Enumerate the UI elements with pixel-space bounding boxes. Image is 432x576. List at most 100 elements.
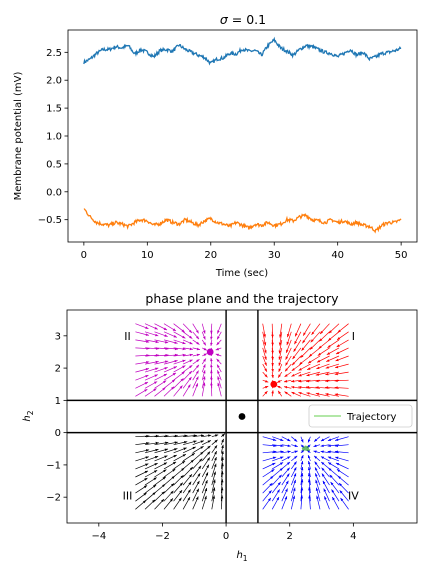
quadrant-IV-arrow-head: [294, 444, 298, 447]
quadrant-II-arrow-head: [196, 347, 200, 351]
trajectory-path: [301, 445, 311, 452]
quadrant-II-arrow-head: [189, 359, 193, 363]
quadrant-III-arrow-head: [205, 480, 208, 484]
quadrant-III-arrow-head: [155, 448, 159, 452]
quadrant-II-arrow-head: [174, 360, 178, 363]
quadrant-III-arrow-head: [214, 439, 218, 443]
quadrant-I-arrow-head: [286, 341, 290, 346]
quadrant-IV-arrow-head: [280, 450, 284, 454]
quadrant-II-arrow-head: [195, 383, 198, 387]
quadrant-IV-arrow-head: [280, 444, 284, 447]
quadrant-I-arrow-head: [309, 346, 313, 350]
quadrant-I-arrow-head: [278, 356, 282, 360]
quadrant-IV-arrow-head: [294, 455, 298, 459]
quadrant-III-arrow-head: [213, 463, 217, 467]
quadrant-III-arrow-head: [182, 454, 186, 457]
quadrant-III-arrow-head: [145, 449, 150, 452]
quadrant-I-arrow-head: [335, 358, 339, 362]
quadrant-III-arrow-head: [154, 470, 158, 473]
quadrant-II-arrow-head: [189, 341, 193, 345]
quadrant-IV-arrow-head: [287, 456, 291, 459]
quadrant-label: II: [124, 330, 131, 343]
quadrant-I-arrow-head: [278, 342, 282, 346]
top-plot-y-ticks: −0.5 0.0 0.5 1.0 1.5 2.0 2.5: [38, 48, 68, 226]
quadrant-IV-arrow-head: [320, 450, 324, 454]
quadrant-I-arrow-head: [271, 334, 274, 338]
quadrant-III-arrow-head: [212, 487, 216, 491]
quadrant-IV-arrow-head: [315, 487, 319, 491]
legend: Trajectory: [308, 404, 413, 428]
quadrant-II-arrow-head: [196, 353, 200, 357]
quadrant-I-arrow-head: [285, 356, 289, 360]
quadrant-I-arrow-head: [271, 363, 274, 366]
quadrant-IV-arrow-head: [313, 444, 317, 447]
quadrant-II-arrow-head: [163, 327, 167, 330]
top-plot-x-label: Time (sec): [215, 268, 268, 279]
quadrant-II-arrow-head: [155, 340, 159, 344]
quadrant-IV-arrow-head: [286, 467, 290, 471]
quadrant-IV-arrow-head: [335, 456, 339, 460]
quadrant-IV-arrow-head: [315, 479, 318, 484]
quadrant-IV-arrow-head: [268, 497, 271, 502]
quadrant-I-arrow-head: [287, 333, 290, 338]
y-tick-label: 1.5: [46, 104, 62, 115]
quadrant-I-arrow-head: [298, 368, 302, 371]
quadrant-II-arrow-head: [182, 341, 186, 345]
quadrant-III-arrow-head: [145, 456, 149, 459]
quadrant-II-arrow-head: [162, 387, 166, 391]
quadrant-II-arrow-head: [163, 380, 167, 384]
y-tick-label: 0.5: [46, 159, 62, 170]
quadrant-II-arrow-head: [216, 358, 220, 362]
quadrant-IV-arrow-head: [314, 438, 318, 442]
quadrant-I-arrow-head: [316, 366, 320, 369]
quadrant-IV-arrow-head: [287, 444, 291, 447]
quadrant-II-arrow-head: [164, 334, 168, 337]
quadrant-III-arrow-head: [214, 457, 217, 461]
quadrant-II-arrow-head: [196, 341, 200, 345]
quadrant-II-arrow-head: [217, 330, 220, 334]
quadrant-I-arrow-head: [277, 385, 281, 389]
quadrant-I-arrow-head: [298, 373, 302, 377]
quadrant-III-arrow-head: [155, 441, 159, 445]
quadrant-IV-arrow-head: [277, 482, 281, 486]
quadrant-III-arrow-head: [196, 480, 200, 485]
quadrant-III-arrow-head: [170, 490, 174, 494]
quadrant-I-arrow-head: [334, 372, 338, 376]
quadrant-label: I: [352, 330, 355, 343]
separatrix-lines: [67, 310, 417, 523]
quadrant-I-arrow-head: [334, 393, 338, 396]
quadrant-II-arrow-head: [146, 340, 150, 343]
quadrant-II-arrow-head: [203, 342, 206, 346]
quadrant-III-arrow-head: [164, 448, 168, 452]
quadrant-IV-arrow-head: [300, 467, 304, 471]
top-plot-frame: [67, 29, 418, 243]
quadrant-II-arrow-head: [215, 353, 219, 357]
quadrant-IV-arrow-head: [293, 467, 297, 471]
quadrant-III-arrow-head: [161, 499, 165, 503]
quadrant-IV-arrow-head: [340, 497, 344, 502]
quadrant-III-arrow-head: [200, 434, 204, 437]
quadrant-IV-arrow-head: [285, 488, 288, 492]
quadrant-III-arrow-head: [181, 461, 186, 464]
quadrant-label: IV: [348, 490, 359, 503]
quadrant-IV-arrow-head: [328, 468, 332, 471]
quadrant-II-arrow-head: [154, 374, 158, 377]
quadrant-IV-arrow-head: [327, 438, 332, 441]
quadrant-I-arrow-head: [336, 351, 340, 354]
quadrant-III-arrow-head: [189, 467, 193, 470]
quadrant-I-arrow-head: [291, 368, 295, 371]
x-tick-label: 50: [395, 250, 408, 261]
quadrant-III-arrow-head: [221, 438, 224, 443]
quadrant-III-arrow-head: [187, 497, 190, 501]
quadrant-III-arrow-head: [193, 440, 197, 443]
quadrant-I-arrow-head: [328, 330, 332, 334]
quadrant-II-arrow-head: [196, 370, 199, 374]
quadrant-IV-arrow-head: [321, 473, 325, 477]
quadrant-II-arrow-head: [188, 377, 192, 381]
quadrant-III-arrow-head: [145, 463, 149, 467]
quadrant-IV-arrow-head: [307, 467, 311, 471]
y-tick-label: 2.0: [46, 76, 62, 87]
quadrant-I-arrow-head: [292, 356, 296, 360]
y-tick-label: 0: [55, 428, 61, 439]
quadrant-I-arrow-head: [320, 330, 323, 334]
